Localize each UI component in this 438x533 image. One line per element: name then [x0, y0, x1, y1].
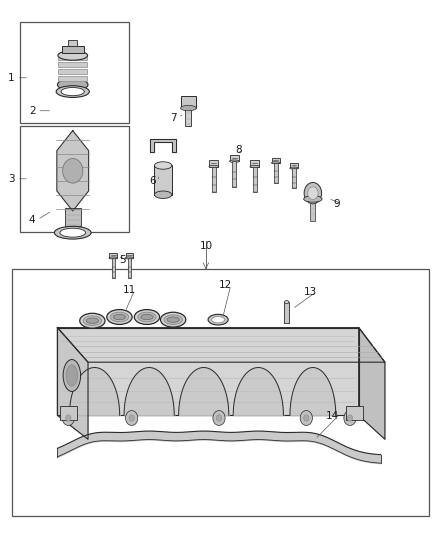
- Bar: [58, 62, 87, 67]
- Bar: [272, 158, 280, 163]
- Ellipse shape: [83, 316, 102, 326]
- Bar: [212, 166, 216, 192]
- Circle shape: [216, 415, 222, 421]
- Bar: [68, 39, 77, 46]
- Ellipse shape: [160, 312, 186, 327]
- Ellipse shape: [285, 301, 289, 304]
- Ellipse shape: [272, 162, 280, 164]
- Bar: [310, 198, 315, 221]
- Text: 1: 1: [8, 73, 15, 83]
- Circle shape: [63, 158, 83, 183]
- Bar: [274, 163, 278, 183]
- Circle shape: [307, 187, 318, 199]
- Ellipse shape: [212, 317, 225, 323]
- Text: 3: 3: [8, 174, 15, 184]
- Ellipse shape: [304, 196, 322, 202]
- Ellipse shape: [141, 314, 153, 320]
- Bar: [185, 107, 191, 126]
- Bar: [346, 406, 363, 419]
- Bar: [65, 208, 81, 226]
- Ellipse shape: [138, 312, 156, 322]
- Text: 14: 14: [326, 411, 339, 422]
- Circle shape: [304, 415, 309, 421]
- Circle shape: [66, 415, 71, 421]
- Circle shape: [300, 410, 312, 425]
- Ellipse shape: [80, 313, 105, 328]
- Bar: [126, 253, 134, 258]
- Polygon shape: [57, 131, 88, 211]
- Bar: [58, 55, 87, 60]
- Ellipse shape: [209, 165, 219, 168]
- Bar: [60, 406, 77, 419]
- Text: 12: 12: [219, 280, 232, 290]
- Text: 13: 13: [304, 287, 317, 297]
- Polygon shape: [57, 328, 88, 439]
- Text: 8: 8: [235, 144, 242, 155]
- Bar: [112, 258, 115, 278]
- Text: 7: 7: [170, 112, 177, 123]
- Text: 4: 4: [29, 215, 35, 225]
- Ellipse shape: [250, 165, 260, 168]
- Bar: [209, 160, 218, 166]
- Circle shape: [126, 410, 138, 425]
- Ellipse shape: [66, 365, 78, 386]
- Ellipse shape: [86, 318, 99, 324]
- Ellipse shape: [125, 257, 134, 259]
- Ellipse shape: [164, 315, 182, 325]
- Bar: [110, 253, 117, 258]
- Ellipse shape: [107, 310, 132, 325]
- Bar: [253, 166, 257, 192]
- Circle shape: [62, 410, 74, 425]
- Circle shape: [304, 182, 321, 204]
- Bar: [180, 96, 196, 108]
- Text: 5: 5: [119, 255, 125, 265]
- Bar: [251, 160, 259, 166]
- Ellipse shape: [113, 314, 126, 320]
- Ellipse shape: [54, 227, 91, 239]
- Ellipse shape: [56, 86, 89, 98]
- Bar: [12, 269, 428, 516]
- Ellipse shape: [63, 360, 81, 391]
- Ellipse shape: [167, 317, 179, 322]
- Text: 9: 9: [334, 199, 340, 209]
- Ellipse shape: [290, 167, 298, 169]
- Ellipse shape: [180, 106, 196, 111]
- Ellipse shape: [58, 51, 88, 60]
- Circle shape: [347, 415, 353, 421]
- Bar: [285, 302, 289, 324]
- Bar: [230, 155, 239, 161]
- Bar: [20, 22, 130, 123]
- Ellipse shape: [154, 191, 172, 198]
- Ellipse shape: [57, 79, 88, 91]
- Bar: [20, 126, 130, 232]
- Text: 6: 6: [149, 176, 156, 187]
- Bar: [290, 163, 298, 168]
- Circle shape: [213, 410, 225, 425]
- Bar: [232, 161, 236, 187]
- Ellipse shape: [154, 162, 172, 169]
- Bar: [154, 165, 172, 195]
- Ellipse shape: [61, 87, 85, 96]
- Text: 10: 10: [199, 241, 212, 251]
- Polygon shape: [57, 328, 359, 415]
- Ellipse shape: [230, 160, 239, 163]
- Bar: [58, 69, 87, 74]
- Text: 11: 11: [123, 285, 136, 295]
- Ellipse shape: [134, 310, 159, 325]
- Polygon shape: [359, 328, 385, 439]
- Polygon shape: [150, 139, 176, 152]
- Ellipse shape: [109, 257, 118, 259]
- Ellipse shape: [208, 314, 228, 325]
- Ellipse shape: [60, 228, 85, 237]
- Bar: [58, 76, 87, 81]
- Bar: [128, 258, 131, 278]
- Circle shape: [129, 415, 134, 421]
- Bar: [292, 168, 296, 188]
- Text: 2: 2: [29, 106, 35, 116]
- Ellipse shape: [110, 312, 129, 322]
- Polygon shape: [57, 328, 385, 362]
- Circle shape: [344, 410, 356, 425]
- Bar: [62, 46, 84, 53]
